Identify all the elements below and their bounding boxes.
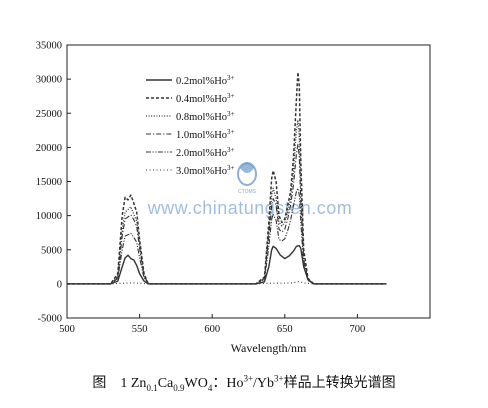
y-tick-label: 15000 <box>36 177 62 188</box>
x-tick-label: 600 <box>204 324 220 335</box>
x-axis-label: Wavelength/nm <box>231 341 307 355</box>
y-tick-label: 35000 <box>36 41 62 52</box>
series-line-2 <box>67 71 387 285</box>
legend-label-2: 0.4mol%Ho3+ <box>176 92 235 105</box>
spectrum-chart: CTOMS www.chinatungsten.com -5000 0 5000 100… <box>36 41 431 355</box>
legend-label-1: 0.2mol%Ho3+ <box>176 74 235 87</box>
y-tick-label: 5000 <box>41 245 62 256</box>
caption-text: 样品上转换光谱图 <box>283 376 396 391</box>
caption-prefix: 图 <box>92 376 107 391</box>
y-tick-label: 10000 <box>36 211 62 222</box>
caption-number: 1 <box>120 376 128 391</box>
watermark-logo-text: CTOMS <box>238 189 257 195</box>
legend-label-5: 2.0mol%Ho3+ <box>176 146 235 159</box>
series-line-5 <box>67 187 387 285</box>
series-line-3 <box>67 119 387 285</box>
logo-drop-icon <box>240 163 254 173</box>
x-tick-label: 550 <box>132 324 148 335</box>
y-tick-label: 20000 <box>36 143 62 154</box>
caption-ion1: Ho <box>226 376 244 391</box>
caption-colon: ： <box>212 376 227 391</box>
y-tick-label: -5000 <box>38 314 63 325</box>
plot-frame <box>66 44 431 319</box>
y-tick-label: 30000 <box>36 75 62 86</box>
legend-label-6: 3.0mol%Ho3+ <box>176 164 235 177</box>
caption-formula: Zn0.1Ca0.9WO4 <box>130 376 213 393</box>
legend-label-4: 1.0mol%Ho3+ <box>176 128 235 141</box>
x-tick-label: 500 <box>59 324 75 335</box>
series-line-6 <box>67 280 387 285</box>
legend-label-3: 0.8mol%Ho3+ <box>176 110 235 123</box>
x-tick-label: 700 <box>350 324 366 335</box>
axes: -5000 0 5000 10000 15000 20000 25000 30000 35000… <box>36 41 431 355</box>
series-group <box>67 71 387 285</box>
x-tick-label: 650 <box>277 324 293 335</box>
watermark-logo: CTOMS <box>237 162 257 195</box>
legend: 0.2mol%Ho3+ 0.4mol%Ho3+ 0.8mol%Ho3+ 1.0mol%… <box>146 74 235 177</box>
series-line-4 <box>67 143 387 285</box>
series-line-1 <box>67 245 387 285</box>
watermark-url: www.chinatungsten.com <box>147 198 353 218</box>
y-tick-label: 0 <box>57 279 62 290</box>
figure-caption: 图 1 Zn0.1Ca0.9WO4：Ho3+/Yb3+样品上转换光谱图 <box>92 373 396 393</box>
caption-ion2: Yb <box>256 376 275 391</box>
y-tick-label: 25000 <box>36 109 62 120</box>
